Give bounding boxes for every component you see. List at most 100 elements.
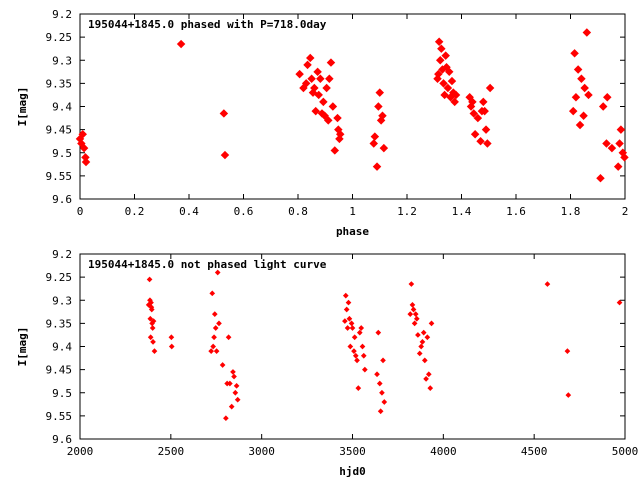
- x-tick-label: 0.4: [179, 205, 199, 218]
- data-point: [219, 109, 229, 118]
- data-point: [359, 343, 366, 350]
- x-tick-label: 0.6: [234, 205, 254, 218]
- data-point: [423, 376, 429, 382]
- data-point: [369, 139, 378, 148]
- x-tick-label: 5000: [612, 445, 639, 458]
- x-tick-label: 2000: [67, 445, 94, 458]
- y-tick-label: 9.35: [46, 77, 73, 90]
- data-point: [342, 318, 348, 324]
- y-tick-label: 9.2: [52, 248, 72, 261]
- data-point: [307, 74, 316, 83]
- data-point: [479, 97, 488, 107]
- data-point: [310, 83, 319, 93]
- data-point: [451, 90, 461, 100]
- x-tick-label: 4500: [521, 445, 548, 458]
- chart-title: 195044+1845.0 phased with P=718.0day: [88, 18, 327, 31]
- data-point: [470, 130, 480, 139]
- data-point: [376, 380, 383, 387]
- data-point: [575, 120, 585, 130]
- data-point: [150, 339, 156, 345]
- data-point: [150, 318, 157, 324]
- y-tick-label: 9.4: [52, 101, 72, 114]
- y-tick-label: 9.45: [46, 124, 73, 137]
- data-point: [603, 93, 612, 102]
- y-tick-label: 9.25: [46, 271, 73, 284]
- data-point: [596, 173, 605, 183]
- data-point: [437, 44, 446, 53]
- data-point: [613, 162, 623, 171]
- data-point: [233, 382, 240, 389]
- data-point: [301, 79, 311, 88]
- data-point: [216, 320, 222, 327]
- data-point: [227, 380, 233, 387]
- data-point: [225, 334, 232, 341]
- data-point: [223, 415, 229, 422]
- data-point: [79, 143, 89, 153]
- data-point: [616, 125, 626, 134]
- data-point: [421, 357, 428, 364]
- y-tick-label: 9.55: [46, 170, 73, 183]
- data-point: [420, 329, 427, 336]
- data-point: [481, 125, 491, 134]
- data-point: [148, 306, 155, 313]
- data-points: [75, 28, 629, 183]
- data-point: [228, 403, 235, 410]
- data-point: [168, 334, 175, 341]
- x-tick-label: 3000: [248, 445, 275, 458]
- data-point: [378, 111, 387, 120]
- data-point: [319, 97, 328, 107]
- x-tick-label: 1: [349, 205, 356, 218]
- data-point: [330, 146, 340, 155]
- data-point: [230, 369, 236, 375]
- y-tick-label: 9.6: [52, 193, 72, 206]
- x-tick-label: 1.6: [506, 205, 526, 218]
- phased-light-curve-panel: 0 0.2 0.4 0.6 0.8 1 1.2 1.4 1.6 1.8 2 9.2 9.25 9.3 9.3…: [16, 8, 629, 238]
- data-point: [349, 325, 356, 331]
- x-axis-label: hjd0: [339, 465, 366, 478]
- data-point: [210, 343, 216, 350]
- data-point: [485, 83, 495, 93]
- y-tick-label: 9.45: [46, 364, 73, 377]
- data-point: [351, 348, 357, 354]
- data-point: [372, 162, 382, 171]
- data-point: [450, 97, 459, 107]
- data-point: [347, 343, 354, 350]
- data-point: [219, 362, 226, 368]
- data-point: [571, 93, 581, 102]
- x-tick-label: 1.2: [397, 205, 417, 218]
- chart-title: 195044+1845.0 not phased light curve: [88, 258, 327, 271]
- data-point: [434, 69, 443, 79]
- data-point: [411, 320, 418, 327]
- x-tick-label: 4000: [430, 445, 457, 458]
- data-point: [375, 329, 382, 336]
- x-tick-label: 1.8: [561, 205, 581, 218]
- data-point: [342, 292, 349, 299]
- axis-ticks: 0 0.2 0.4 0.6 0.8 1 1.2 1.4 1.6 1.8 2 9.2 9.25 9.3 9.3…: [46, 8, 629, 218]
- data-point: [564, 348, 571, 354]
- data-point: [314, 90, 323, 100]
- data-point: [151, 348, 158, 354]
- data-point: [370, 132, 380, 141]
- y-axis-label: I[mag]: [16, 87, 29, 127]
- y-tick-label: 9.5: [52, 387, 72, 400]
- data-point: [577, 74, 586, 83]
- data-point: [78, 130, 87, 139]
- data-point: [375, 88, 384, 97]
- x-tick-label: 0: [77, 205, 84, 218]
- data-point: [468, 97, 477, 107]
- data-point: [416, 350, 423, 357]
- data-point: [483, 139, 492, 148]
- data-point: [415, 332, 421, 338]
- data-point: [211, 334, 217, 341]
- data-point: [348, 320, 355, 327]
- y-tick-label: 9.2: [52, 8, 72, 21]
- data-point: [362, 366, 368, 373]
- data-point: [146, 276, 153, 283]
- x-tick-label: 3500: [339, 445, 366, 458]
- data-point: [582, 28, 592, 37]
- data-point: [412, 311, 419, 317]
- data-point: [358, 325, 365, 331]
- data-point: [355, 385, 362, 391]
- data-point: [413, 315, 420, 322]
